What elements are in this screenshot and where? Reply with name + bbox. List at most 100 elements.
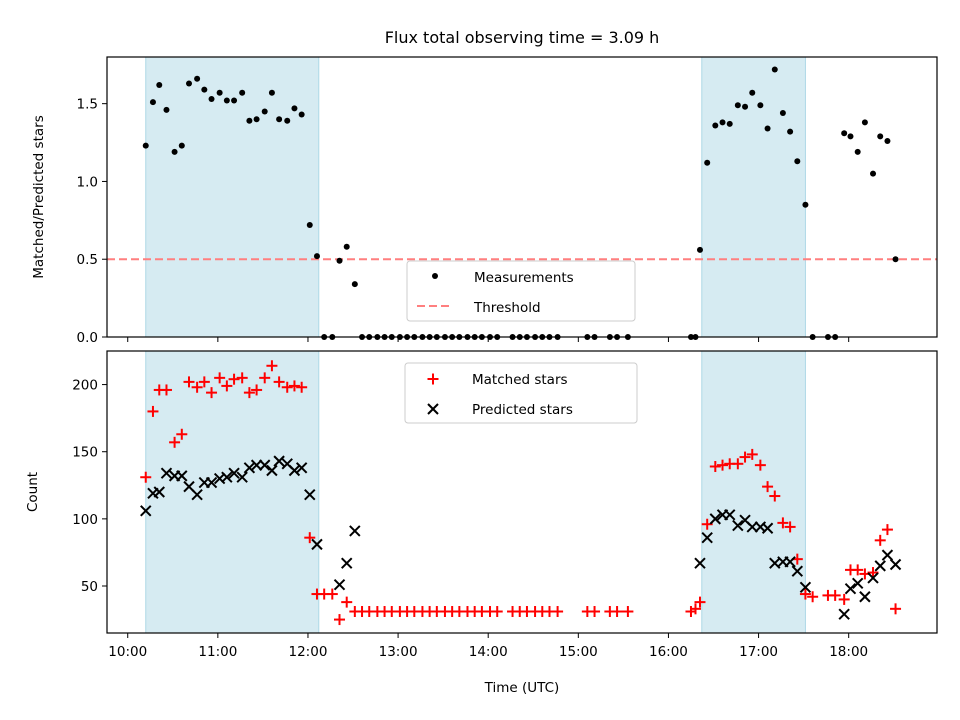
legend-marker-dot (432, 273, 438, 279)
data-point (787, 128, 794, 135)
data-point (334, 614, 346, 626)
data-point (140, 505, 152, 517)
data-point (223, 97, 230, 104)
marker-stroke (427, 403, 439, 415)
data-point (253, 116, 260, 123)
data-point (719, 119, 726, 126)
legend-box (406, 260, 636, 322)
data-point (611, 606, 623, 618)
y-tick-label: 1.5 (77, 97, 98, 113)
data-point (712, 122, 719, 129)
data-point (696, 246, 703, 253)
data-point (311, 538, 323, 551)
marker-stroke (694, 557, 706, 569)
data-point (838, 608, 850, 620)
y-tick-label: 50 (81, 579, 98, 595)
data-point (176, 428, 188, 440)
data-point (284, 117, 291, 124)
data-point (892, 256, 899, 263)
data-point (889, 558, 902, 571)
data-point (807, 591, 819, 603)
data-point (236, 471, 248, 483)
chart-title: Flux total observing time = 3.09 h (385, 28, 660, 47)
y-tick-label: 200 (72, 378, 98, 394)
x-tick-label: 15:00 (559, 644, 598, 660)
data-point (867, 567, 879, 579)
data-point (169, 436, 181, 448)
marker-stroke (739, 514, 751, 526)
data-point (341, 596, 353, 608)
data-point (266, 464, 278, 477)
data-point (794, 158, 801, 165)
data-point (694, 557, 706, 569)
data-point (717, 459, 729, 471)
data-point (754, 459, 766, 471)
data-point (867, 572, 879, 584)
y-tick-label: 0.5 (77, 252, 98, 268)
data-point (769, 490, 781, 502)
data-point (881, 549, 894, 561)
data-point (140, 471, 152, 483)
data-point (749, 89, 756, 96)
data-point (276, 116, 283, 123)
data-point (176, 470, 188, 482)
data-point (779, 110, 786, 116)
data-point (295, 462, 308, 474)
data-point (874, 560, 886, 572)
data-point (844, 582, 857, 595)
marker-stroke (799, 581, 812, 594)
marker-stroke (288, 464, 301, 477)
data-point (306, 222, 313, 228)
marker-stroke (761, 522, 774, 534)
data-point (198, 376, 210, 388)
data-point (884, 138, 891, 144)
marker-stroke (769, 557, 781, 569)
data-point (266, 360, 278, 372)
data-point (877, 133, 884, 140)
data-point (784, 556, 796, 568)
data-point (288, 464, 301, 477)
marker-stroke (160, 467, 173, 479)
marker-stroke (221, 471, 233, 483)
legend: Matched stars Predicted stars (404, 362, 638, 424)
data-point (205, 476, 218, 489)
data-point (802, 201, 809, 208)
legend-label: Measurements (474, 270, 574, 286)
data-point (236, 372, 248, 384)
y-tick-label: 0.0 (77, 330, 98, 346)
data-point (777, 517, 789, 529)
data-point (799, 581, 812, 594)
marker-stroke (333, 578, 346, 591)
y-tick-label: 150 (72, 445, 98, 461)
data-point (326, 588, 338, 600)
data-point (709, 460, 721, 472)
marker-stroke (746, 521, 758, 533)
marker-stroke (851, 577, 864, 590)
data-point (246, 117, 253, 124)
marker-stroke (140, 505, 152, 517)
data-point (874, 534, 886, 546)
data-point (304, 488, 316, 501)
data-point (147, 405, 159, 417)
data-point (859, 591, 871, 603)
data-point (746, 448, 758, 460)
data-point (281, 381, 293, 393)
data-point (704, 159, 711, 166)
data-point (734, 102, 741, 109)
data-point (296, 381, 308, 393)
marker-stroke (859, 591, 871, 603)
counts-panel: 50 100 150 200 10:00 11:00 12:00 13:00 14:00 15:0… (72, 350, 938, 660)
marker-stroke (349, 525, 361, 537)
data-point (216, 89, 223, 96)
legend: Measurements Threshold (406, 260, 636, 322)
data-point (589, 606, 601, 618)
data-point (861, 119, 868, 126)
data-point (841, 130, 848, 137)
data-point (183, 376, 195, 388)
marker-stroke (243, 462, 256, 474)
data-point (694, 596, 706, 608)
data-point (261, 108, 268, 115)
marker-stroke (153, 486, 165, 498)
data-point (838, 593, 850, 605)
marker-stroke (784, 556, 796, 568)
